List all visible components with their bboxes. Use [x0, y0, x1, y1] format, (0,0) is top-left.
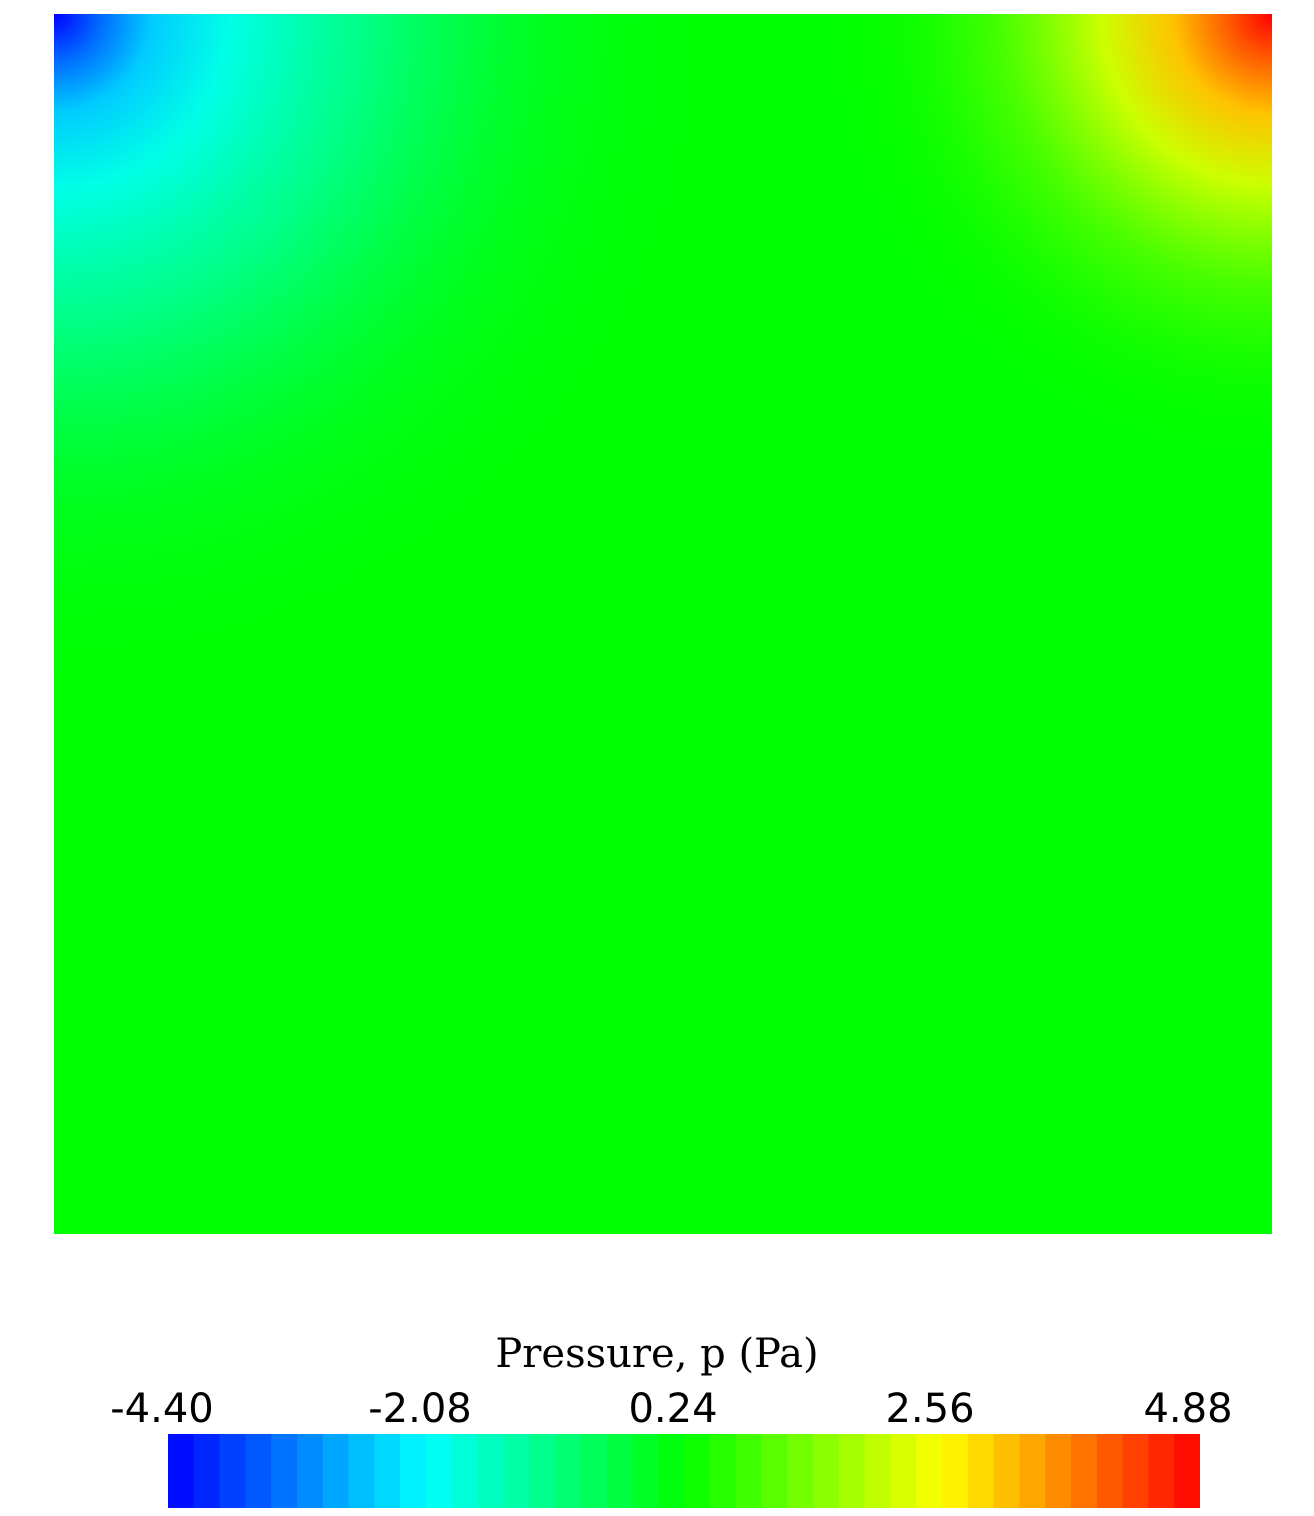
colorbar-band — [271, 1434, 298, 1508]
colorbar-band — [400, 1434, 427, 1508]
colorbar-band — [1096, 1434, 1124, 1508]
colorbar-band — [632, 1434, 659, 1508]
colorbar-tick-label: -4.40 — [110, 1386, 214, 1432]
colorbar-band — [426, 1434, 453, 1508]
colorbar-band — [1019, 1434, 1046, 1508]
colorbar-band — [787, 1434, 814, 1508]
colorbar-tick-label: 2.56 — [885, 1386, 975, 1432]
colorbar-band — [374, 1434, 401, 1508]
colorbar-tick-label: -2.08 — [368, 1386, 472, 1432]
colorbar-band — [555, 1434, 582, 1508]
colorbar-band — [245, 1434, 272, 1508]
colorbar-band — [890, 1434, 917, 1508]
colorbar-band — [864, 1434, 891, 1508]
colorbar-band — [451, 1434, 479, 1508]
colorbar-band — [322, 1434, 350, 1508]
colorbar-title: Pressure, p (Pa) — [495, 1331, 819, 1377]
colorbar-tick-labels: -4.40 -2.08 0.24 2.56 4.88 — [0, 1386, 1314, 1432]
colorbar-band — [1071, 1434, 1098, 1508]
colorbar-band — [529, 1434, 556, 1508]
colorbar-band — [219, 1434, 246, 1508]
colorbar-band — [1148, 1434, 1175, 1508]
pressure-field-plot — [54, 14, 1272, 1234]
colorbar-band — [348, 1434, 375, 1508]
colorbar-band — [838, 1434, 866, 1508]
colorbar-band — [297, 1434, 324, 1508]
high-pressure-region — [54, 14, 1272, 1234]
colorbar-band — [168, 1434, 195, 1508]
colorbar-band — [658, 1434, 685, 1508]
colorbar-tick-label: 0.24 — [628, 1386, 718, 1432]
colorbar — [168, 1434, 1200, 1508]
colorbar-band — [580, 1434, 608, 1508]
colorbar-band — [477, 1434, 504, 1508]
colorbar-band — [967, 1434, 995, 1508]
colorbar-band — [813, 1434, 840, 1508]
colorbar-band — [942, 1434, 969, 1508]
colorbar-band — [503, 1434, 530, 1508]
colorbar-band — [735, 1434, 762, 1508]
colorbar-band — [709, 1434, 737, 1508]
colorbar-band — [916, 1434, 943, 1508]
colorbar-band — [761, 1434, 788, 1508]
colorbar-band — [993, 1434, 1020, 1508]
colorbar-band — [1122, 1434, 1149, 1508]
colorbar-band — [606, 1434, 633, 1508]
colorbar-band — [1045, 1434, 1072, 1508]
colorbar-tick-label: 4.88 — [1143, 1386, 1233, 1432]
colorbar-band — [1174, 1434, 1200, 1508]
colorbar-band — [193, 1434, 221, 1508]
colorbar-band — [684, 1434, 711, 1508]
